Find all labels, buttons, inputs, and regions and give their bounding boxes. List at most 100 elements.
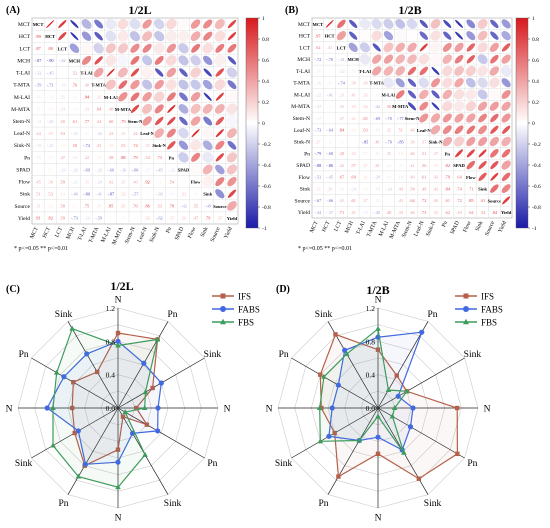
correlation-ellipse: [431, 66, 440, 75]
point-ifs: [333, 332, 338, 337]
correlation-value: -.25: [47, 143, 54, 148]
point-fbs: [115, 484, 121, 490]
correlation-ellipse: [191, 129, 200, 138]
correlation-ellipse: [167, 116, 176, 126]
correlation-ellipse: [80, 42, 93, 54]
correlation-value: .09: [398, 163, 403, 168]
correlation-value: .26: [339, 92, 345, 97]
correlation-ellipse: [105, 18, 117, 30]
column-label: Yield: [497, 220, 508, 234]
correlation-value: .06: [193, 192, 199, 197]
correlation-value: -.67: [314, 198, 322, 203]
correlation-value: .51: [35, 192, 40, 197]
correlation-value: .45: [35, 179, 40, 184]
correlation-ellipse: [336, 31, 347, 41]
column-label: Yield: [223, 226, 234, 240]
point-ifs: [115, 330, 121, 336]
correlation-ellipse: [419, 89, 429, 100]
correlation-ellipse: [70, 32, 79, 41]
point-ifs: [120, 414, 126, 419]
correlation-value: .64: [468, 210, 474, 215]
correlation-value: -.21: [71, 179, 78, 184]
correlation-ellipse: [203, 31, 213, 41]
correlation-value: -.86: [326, 163, 334, 168]
row-label: Sink-N: [14, 143, 30, 149]
column-label: HCT: [321, 220, 331, 233]
correlation-ellipse: [501, 30, 511, 41]
heatmap-cell: [500, 206, 513, 219]
row-label: LCT: [299, 45, 310, 51]
correlation-value: -.62: [156, 216, 163, 221]
row-label: T-LAI: [296, 69, 310, 75]
diagonal-label: Sink-N: [429, 140, 443, 145]
correlation-value: .34: [362, 104, 368, 109]
point-fabs: [84, 351, 90, 357]
correlation-value: .10: [60, 143, 65, 148]
diagonal-label: MCH: [69, 58, 81, 63]
correlation-value: .46: [409, 128, 415, 133]
diagonal-label: Pn: [169, 155, 175, 160]
point-fbs: [356, 437, 363, 443]
radar-d: 1.2 0.8 0.4 0.0 N Pn Sink N Pn Sink N Pn Sink N Pn Sink: [266, 296, 491, 524]
correlation-value: .14: [350, 128, 356, 133]
correlation-ellipse: [141, 66, 153, 79]
correlation-ellipse: [154, 55, 164, 65]
point-ifs: [416, 476, 422, 481]
column-label: Sink: [200, 226, 210, 238]
axis-label-pn: Pn: [207, 459, 217, 469]
correlation-value: -.22: [314, 92, 321, 97]
correlation-value: -.10: [373, 92, 380, 97]
correlation-ellipse: [383, 42, 394, 53]
colorbar-a-ticks: 1 0.8 0.6 0.4 0.2 0 -0.2 -0.4 -0.6 -0.8 -1: [258, 16, 271, 232]
correlation-ellipse: [105, 43, 116, 54]
column-label: SPAD: [450, 220, 461, 235]
point-fabs: [335, 382, 341, 388]
diagonal-label: LCT: [337, 45, 346, 50]
column-label: Source: [210, 226, 222, 243]
correlation-ellipse: [214, 54, 226, 66]
radar-spoke: [377, 357, 465, 409]
correlation-ellipse: [359, 30, 371, 42]
colorbar-tick-label: -1: [532, 226, 537, 232]
colorbar-tick-label: 0.6: [532, 58, 539, 64]
correlation-ellipse: [58, 19, 67, 29]
radial-tick-label: 0.4: [106, 371, 116, 380]
legend-label: IFS: [481, 292, 494, 302]
correlation-value: -.60: [107, 167, 114, 172]
correlation-ellipse: [130, 55, 140, 65]
correlation-ellipse: [227, 19, 237, 29]
correlation-ellipse: [130, 68, 140, 77]
correlation-ellipse: [477, 77, 488, 88]
column-label: Stem-N: [401, 220, 414, 238]
correlation-ellipse: [166, 43, 177, 53]
correlation-value: .39: [350, 81, 355, 86]
correlation-ellipse: [215, 164, 225, 175]
correlation-value: .64: [409, 198, 415, 203]
row-label: MCT: [18, 22, 31, 28]
correlation-ellipse: [454, 125, 464, 135]
colorbar-tick-label: 0.8: [262, 37, 269, 43]
point-ifs: [375, 451, 381, 457]
correlation-ellipse: [178, 79, 189, 90]
correlation-ellipse: [215, 140, 225, 150]
correlation-value: -.26: [95, 167, 103, 172]
correlation-ellipse: [214, 30, 226, 42]
correlation-ellipse: [191, 43, 201, 53]
correlation-value: -.20: [83, 216, 90, 221]
correlation-ellipse: [453, 100, 465, 112]
diagonal-label: M-LAI: [104, 95, 118, 100]
correlation-value: .42: [339, 163, 344, 168]
correlation-value: .79: [445, 175, 450, 180]
correlation-value: .41: [339, 198, 344, 203]
correlation-value: .82: [47, 216, 52, 221]
correlation-value: .02: [181, 179, 186, 184]
row-label: Source: [294, 198, 310, 204]
correlation-value: .16: [35, 155, 41, 160]
point-fabs: [155, 428, 161, 434]
correlation-value: .40: [132, 179, 137, 184]
correlation-ellipse: [442, 42, 452, 52]
correlation-value: .52: [72, 70, 77, 75]
correlation-value: -.64: [326, 128, 334, 133]
correlation-value: .39: [398, 210, 403, 215]
row-label: Sink: [20, 192, 30, 198]
